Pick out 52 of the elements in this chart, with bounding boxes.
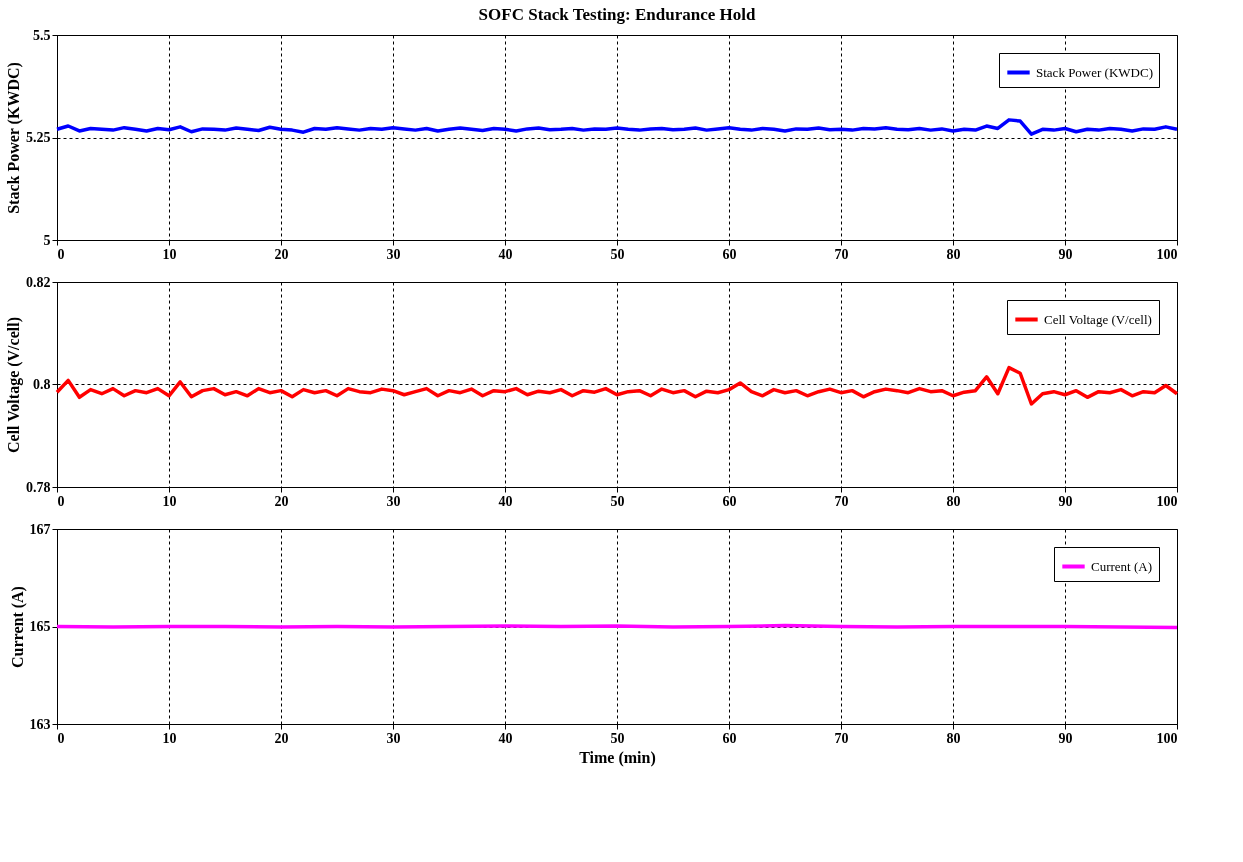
x-tick-label: 80 [946, 730, 961, 746]
x-tick-label: 60 [722, 246, 737, 262]
legend-label: Stack Power (KWDC) [1036, 64, 1153, 80]
x-tick-label: 10 [162, 730, 177, 746]
chart-title: SOFC Stack Testing: Endurance Hold [478, 5, 756, 24]
x-tick-label: 80 [946, 246, 961, 262]
y-tick-label: 5 [43, 232, 51, 248]
y-tick-label: 0.82 [26, 274, 51, 290]
x-tick-label: 20 [274, 730, 289, 746]
y-tick-label: 163 [29, 716, 51, 732]
x-tick-label: 80 [946, 493, 961, 509]
x-tick-label: 20 [274, 493, 289, 509]
x-tick-label: 40 [498, 246, 513, 262]
legend-label: Cell Voltage (V/cell) [1044, 311, 1152, 327]
x-tick-label: 100 [1156, 730, 1178, 746]
x-tick-label: 20 [274, 246, 289, 262]
x-tick-label: 0 [57, 730, 65, 746]
y-tick-label: 167 [29, 521, 51, 537]
x-tick-label: 0 [57, 246, 65, 262]
y-tick-label: 5.25 [26, 130, 51, 145]
legend-label: Current (A) [1091, 558, 1153, 574]
y-axis-title: Current (A) [8, 586, 27, 668]
y-tick-label: 5.5 [33, 27, 51, 43]
y-axis-title: Cell Voltage (V/cell) [5, 317, 23, 453]
line-series [55, 118, 1179, 136]
x-tick-label: 50 [610, 246, 625, 262]
line-series [55, 365, 1179, 406]
x-tick-label: 90 [1058, 493, 1073, 509]
x-tick-label: 70 [834, 246, 849, 262]
x-tick-label: 70 [834, 730, 849, 746]
x-tick-label: 30 [386, 246, 401, 262]
x-tick-label: 0 [57, 493, 65, 509]
x-tick-label: 90 [1058, 730, 1073, 746]
x-tick-label: 50 [610, 730, 625, 746]
x-tick-label: 10 [162, 246, 177, 262]
x-tick-label: 60 [722, 730, 737, 746]
y-tick-label: 0.8 [33, 377, 51, 392]
x-tick-label: 10 [162, 493, 177, 509]
x-tick-label: 90 [1058, 246, 1073, 262]
x-tick-label: 50 [610, 493, 625, 509]
x-tick-label: 30 [386, 493, 401, 509]
x-tick-label: 40 [498, 730, 513, 746]
x-axis-title: Time (min) [579, 748, 656, 767]
y-axis-title: Stack Power (KWDC) [5, 62, 23, 214]
x-tick-label: 40 [498, 493, 513, 509]
y-tick-label: 165 [29, 619, 51, 634]
x-tick-label: 60 [722, 493, 737, 509]
x-tick-label: 70 [834, 493, 849, 509]
x-tick-label: 100 [1156, 246, 1178, 262]
x-tick-label: 100 [1156, 493, 1178, 509]
x-tick-label: 30 [386, 730, 401, 746]
y-tick-label: 0.78 [26, 479, 51, 495]
